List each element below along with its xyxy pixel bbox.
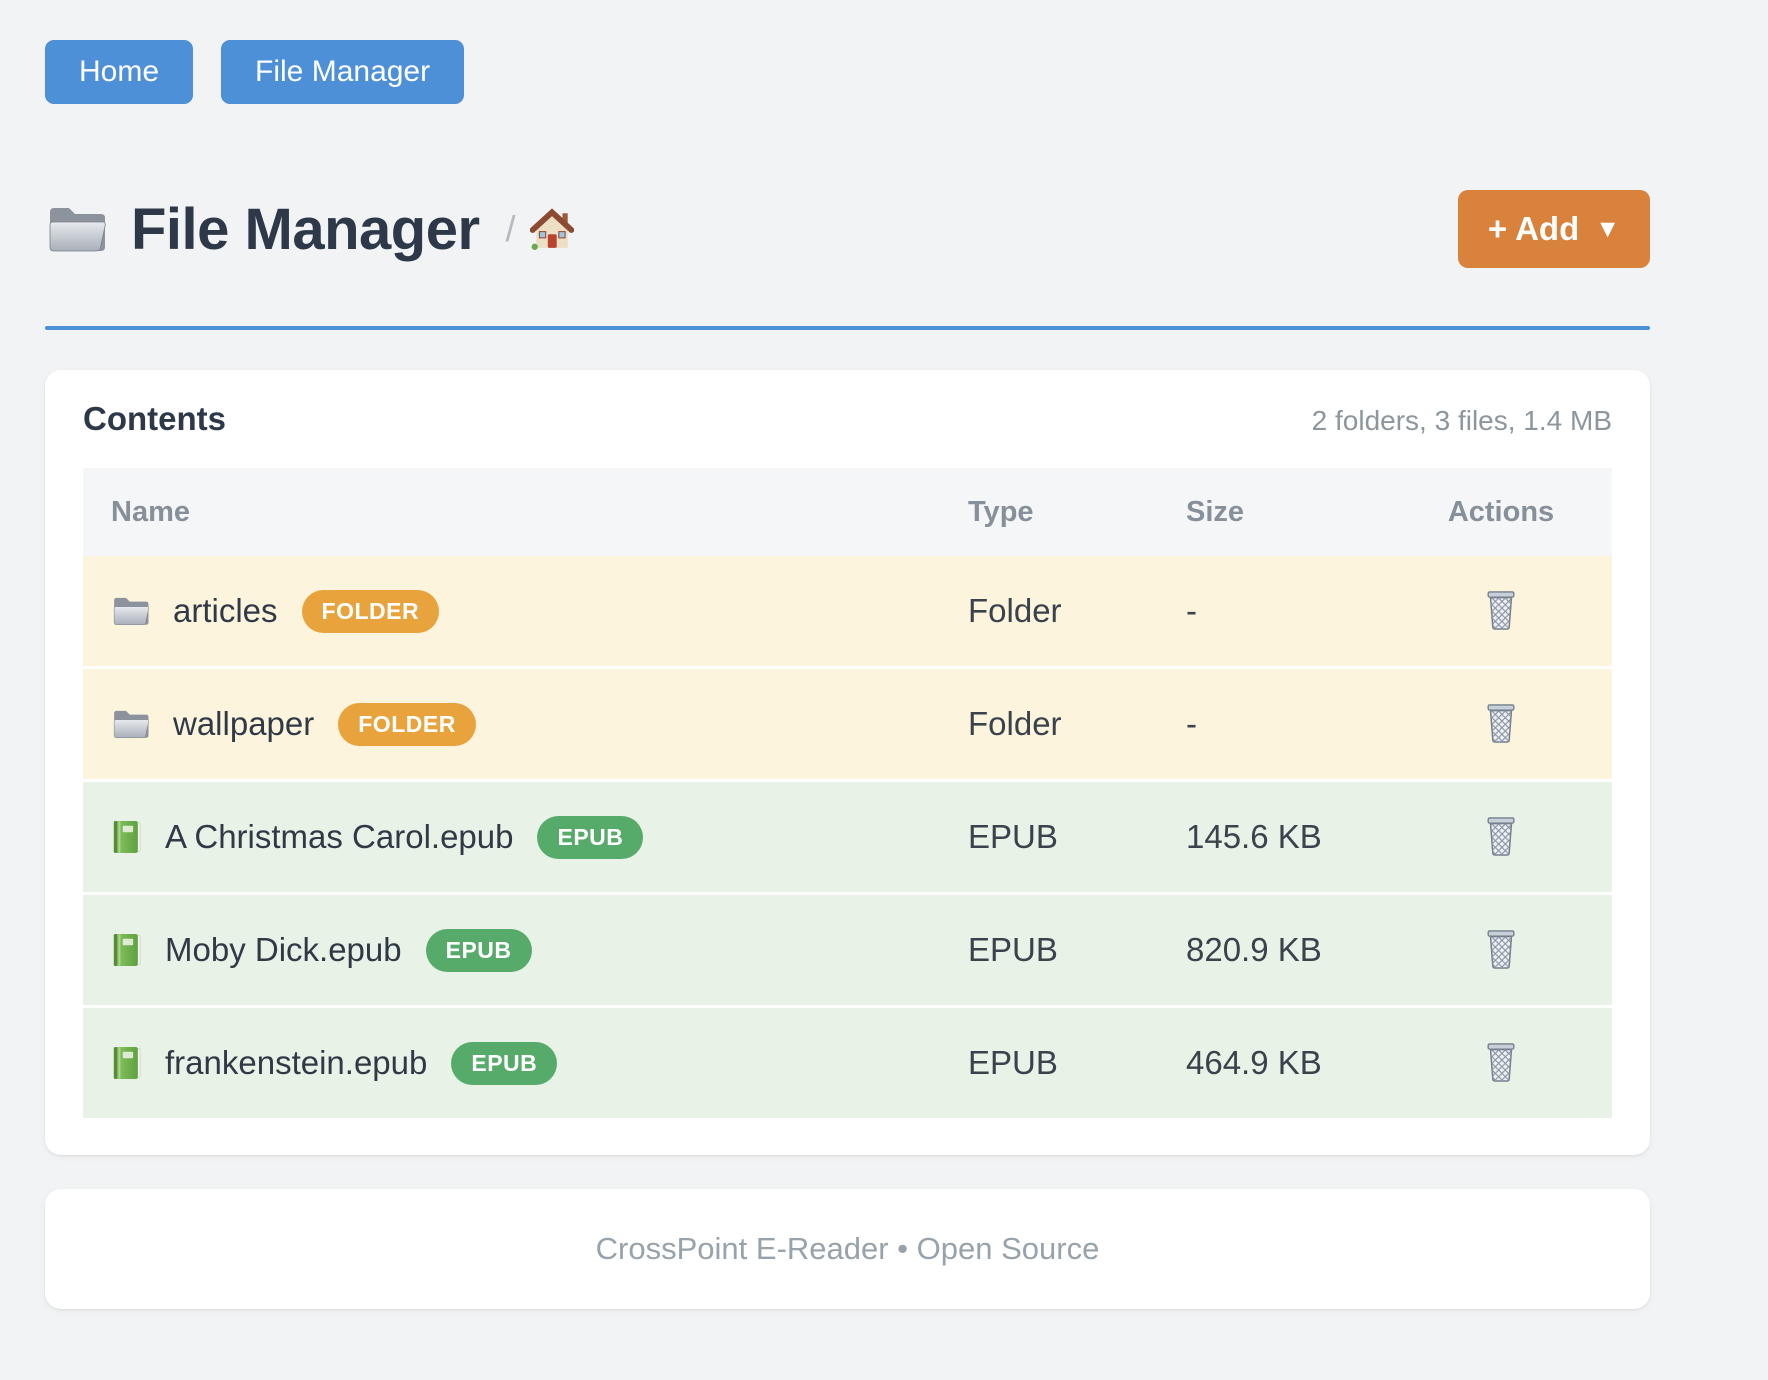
chevron-down-icon: ▼ [1595, 214, 1620, 243]
trash-icon [1487, 1043, 1515, 1082]
type-badge: FOLDER [301, 589, 440, 633]
contents-title: Contents [83, 400, 226, 437]
green-book-icon [111, 1045, 143, 1081]
contents-summary: 2 folders, 3 files, 1.4 MB [1311, 405, 1612, 436]
header-divider [45, 326, 1650, 330]
house-icon[interactable] [529, 208, 574, 250]
page-container: Home File Manager File Manager / [45, 0, 1650, 1309]
folder-icon [49, 208, 106, 252]
contents-card: Contents 2 folders, 3 files, 1.4 MB Name… [45, 370, 1650, 1155]
type-cell: Folder [968, 669, 1186, 782]
delete-button[interactable] [1478, 697, 1524, 747]
green-book-icon [111, 932, 143, 968]
nav-file-manager-button[interactable]: File Manager [221, 40, 465, 104]
type-badge: EPUB [537, 815, 644, 859]
green-book-icon [111, 819, 143, 855]
table-row[interactable]: Moby Dick.epub EPUB EPUB 820.9 KB [83, 895, 1612, 1008]
column-header-type: Type [968, 468, 1186, 556]
folder-icon [111, 594, 151, 628]
file-name: Moby Dick.epub [165, 931, 402, 968]
file-name: wallpaper [173, 705, 315, 742]
table-row[interactable]: articles FOLDER Folder - [83, 556, 1612, 669]
top-nav: Home File Manager [45, 40, 1650, 104]
delete-button[interactable] [1478, 584, 1524, 634]
column-header-size: Size [1186, 468, 1390, 556]
file-name: articles [173, 592, 278, 629]
delete-button[interactable] [1478, 1036, 1524, 1086]
file-name: frankenstein.epub [165, 1044, 428, 1081]
table-row[interactable]: frankenstein.epub EPUB EPUB 464.9 KB [83, 1008, 1612, 1121]
type-cell: EPUB [968, 895, 1186, 1008]
breadcrumb-separator: / [505, 208, 516, 249]
breadcrumb: / [506, 208, 574, 250]
trash-icon [1487, 817, 1515, 856]
size-cell: 464.9 KB [1186, 1008, 1390, 1121]
delete-button[interactable] [1478, 810, 1524, 860]
add-button-label: + Add [1487, 210, 1580, 247]
file-table: Name Type Size Actions [83, 468, 1612, 1121]
type-cell: EPUB [968, 1008, 1186, 1121]
size-cell: - [1186, 556, 1390, 669]
table-row[interactable]: A Christmas Carol.epub EPUB EPUB 145.6 K… [83, 782, 1612, 895]
table-row[interactable]: wallpaper FOLDER Folder - [83, 669, 1612, 782]
contents-card-header: Contents 2 folders, 3 files, 1.4 MB [83, 400, 1612, 438]
trash-icon [1487, 930, 1515, 969]
page-header: File Manager / + Add ▼ [45, 190, 1650, 268]
column-header-actions: Actions [1390, 468, 1612, 556]
footer: CrossPoint E-Reader • Open Source [45, 1189, 1650, 1309]
size-cell: 820.9 KB [1186, 895, 1390, 1008]
column-header-name: Name [83, 468, 968, 556]
delete-button[interactable] [1478, 923, 1524, 973]
size-cell: - [1186, 669, 1390, 782]
trash-icon [1487, 591, 1515, 630]
file-name: A Christmas Carol.epub [165, 818, 514, 855]
folder-icon [111, 707, 151, 741]
table-header-row: Name Type Size Actions [83, 468, 1612, 556]
type-badge: EPUB [425, 928, 532, 972]
type-badge: EPUB [451, 1041, 558, 1085]
add-button[interactable]: + Add ▼ [1457, 190, 1650, 268]
size-cell: 145.6 KB [1186, 782, 1390, 895]
type-badge: FOLDER [338, 702, 476, 746]
trash-icon [1487, 704, 1515, 743]
footer-text: CrossPoint E-Reader • Open Source [595, 1231, 1100, 1266]
table-body: articles FOLDER Folder - [83, 556, 1612, 1121]
type-cell: Folder [968, 556, 1186, 669]
page-title: File Manager [131, 196, 480, 262]
nav-home-button[interactable]: Home [45, 40, 194, 104]
title-group: File Manager / [45, 196, 574, 263]
type-cell: EPUB [968, 782, 1186, 895]
